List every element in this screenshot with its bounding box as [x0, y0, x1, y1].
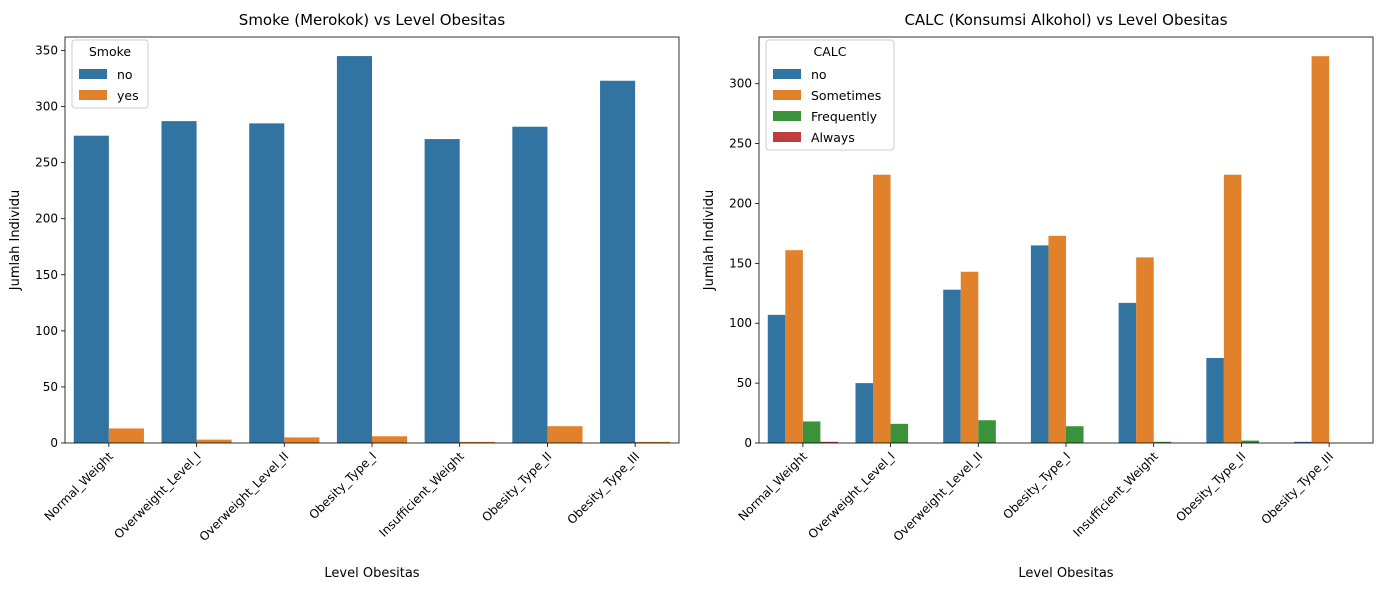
y-tick-label: 250 [35, 156, 58, 170]
bar-no-overweight_level_ii [249, 123, 285, 443]
legend-title: CALC [814, 44, 847, 59]
x-tick-label: Obesity_Type_III [564, 449, 642, 527]
bar-no-obesity_type_iii [600, 80, 636, 444]
bar-yes-overweight_level_ii [284, 437, 320, 443]
legend-swatch [773, 111, 801, 121]
chart-title: CALC (Konsumsi Alkohol) vs Level Obesita… [904, 11, 1227, 29]
bar-no-normal_weight [767, 314, 786, 443]
x-tick-label: Normal_Weight [42, 449, 117, 524]
bar-frequently-overweight_level_i [890, 423, 909, 443]
legend-label: Sometimes [811, 88, 881, 103]
y-tick-label: 300 [729, 77, 752, 91]
x-tick-label: Obesity_Type_I [306, 449, 379, 522]
x-tick-label: Overweight_Level_II [197, 449, 292, 544]
bar-no-obesity_type_i [1030, 245, 1049, 443]
chart-smoke: Smoke (Merokok) vs Level Obesitas 0 50 100 1… [8, 11, 680, 581]
bar-no-overweight_level_i [855, 383, 874, 443]
legend-swatch [773, 90, 801, 100]
bar-no-obesity_type_i [336, 56, 372, 444]
bar-no-overweight_level_i [161, 121, 197, 443]
legend-swatch [79, 90, 107, 100]
legend [765, 39, 895, 151]
y-tick-label: 150 [35, 268, 58, 282]
bar-frequently-obesity_type_i [1066, 426, 1084, 443]
y-tick-label: 250 [729, 137, 752, 151]
y-axis-label: Jumlah Individu [8, 190, 23, 291]
x-tick-label: Insufficient_Weight [1070, 449, 1161, 540]
x-axis-label: Level Obesitas [324, 566, 419, 581]
x-tick-label: Obesity_Type_II [479, 449, 554, 524]
y-tick-label: 100 [729, 316, 752, 330]
bar-no-obesity_type_ii [1206, 357, 1224, 443]
bar-sometimes-insufficient_weight [1136, 257, 1154, 443]
axes-frame [64, 36, 680, 444]
x-tick-label: Overweight_Level_I [111, 449, 203, 541]
x-tick-label: Normal_Weight [736, 449, 811, 524]
axes-frame [758, 36, 1374, 444]
bar-sometimes-obesity_type_i [1048, 235, 1066, 443]
y-tick-label: 150 [729, 256, 752, 270]
legend-label: yes [117, 88, 139, 103]
legend-swatch [773, 132, 801, 142]
chart-title: Smoke (Merokok) vs Level Obesitas [239, 11, 506, 29]
legend-swatch [773, 69, 801, 79]
x-tick-label: Insufficient_Weight [376, 449, 467, 540]
chart-calc: CALC (Konsumsi Alkohol) vs Level Obesita… [702, 11, 1374, 581]
legend-label: Always [811, 130, 855, 145]
y-tick-label: 50 [43, 380, 58, 394]
y-tick-label: 300 [35, 100, 58, 114]
bar-no-obesity_type_ii [512, 126, 548, 443]
y-tick-label: 200 [729, 196, 752, 210]
y-tick-label: 200 [35, 212, 58, 226]
bar-no-obesity_type_iii [1294, 441, 1312, 443]
y-tick-label: 0 [744, 436, 752, 450]
bar-no-insufficient_weight [424, 139, 460, 443]
bar-no-overweight_level_ii [943, 289, 961, 443]
y-tick-label: 100 [35, 324, 58, 338]
bar-sometimes-normal_weight [785, 250, 803, 443]
bar-no-normal_weight [73, 135, 109, 443]
bar-yes-insufficient_weight [459, 441, 495, 443]
x-tick-label: Obesity_Type_III [1258, 449, 1336, 527]
bar-yes-obesity_type_i [372, 436, 408, 443]
y-tick-label: 350 [35, 43, 58, 57]
bar-frequently-overweight_level_ii [978, 420, 996, 443]
bar-frequently-normal_weight [802, 421, 821, 443]
bar-yes-obesity_type_iii [635, 441, 671, 443]
y-axis-label: Jumlah Individu [702, 190, 717, 291]
y-tick-label: 0 [50, 436, 58, 450]
x-axis-label: Level Obesitas [1018, 566, 1113, 581]
bar-frequently-obesity_type_ii [1241, 440, 1259, 443]
legend-title: Smoke [89, 44, 132, 59]
legend-label: no [811, 67, 827, 82]
x-tick-label: Obesity_Type_I [1000, 449, 1073, 522]
bar-yes-normal_weight [108, 428, 144, 443]
bar-frequently-insufficient_weight [1153, 441, 1172, 443]
bar-sometimes-overweight_level_ii [960, 271, 979, 443]
legend-label: no [117, 67, 133, 82]
y-tick-label: 50 [737, 376, 752, 390]
bar-always-normal_weight [820, 441, 838, 443]
bar-sometimes-obesity_type_iii [1311, 56, 1330, 444]
bar-yes-overweight_level_i [196, 439, 232, 443]
bar-sometimes-overweight_level_i [873, 174, 891, 443]
x-tick-label: Obesity_Type_II [1173, 449, 1248, 524]
legend-swatch [79, 69, 107, 79]
bar-sometimes-obesity_type_ii [1223, 174, 1242, 443]
x-tick-label: Overweight_Level_II [891, 449, 986, 544]
x-tick-label: Overweight_Level_I [805, 449, 897, 541]
bar-no-insufficient_weight [1118, 302, 1137, 443]
legend-label: Frequently [811, 109, 878, 124]
bar-yes-obesity_type_ii [547, 426, 583, 443]
